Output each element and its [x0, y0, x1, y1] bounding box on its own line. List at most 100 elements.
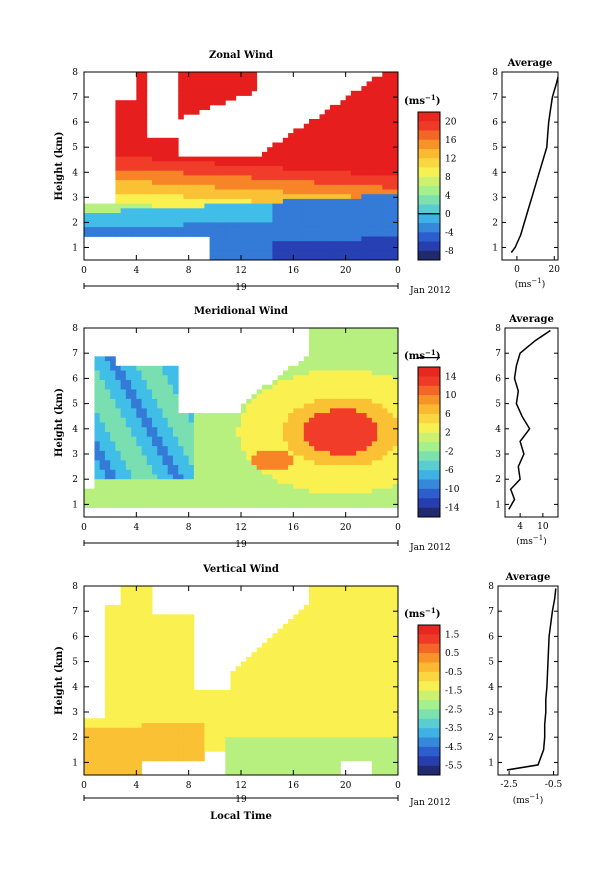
- heatmap-cell: [324, 180, 331, 186]
- heatmap-cell: [335, 328, 341, 334]
- heatmap-cell: [141, 647, 148, 653]
- heatmap-cell: [303, 765, 310, 771]
- heatmap-cell: [329, 332, 336, 338]
- heatmap-cell: [193, 86, 200, 92]
- heatmap-cell: [131, 455, 137, 461]
- heatmap-cell: [288, 375, 294, 381]
- heatmap-cell: [136, 180, 142, 186]
- heatmap-cell: [104, 427, 111, 433]
- heatmap-cell: [309, 356, 315, 362]
- heatmap-cell: [225, 222, 231, 228]
- heatmap-cell: [110, 227, 116, 233]
- heatmap-cell: [324, 231, 331, 237]
- heatmap-cell: [225, 770, 231, 776]
- heatmap-cell: [298, 217, 305, 223]
- heatmap-cell: [157, 737, 163, 743]
- heatmap-cell: [309, 465, 315, 471]
- heatmap-cell: [94, 469, 101, 475]
- heatmap-cell: [345, 446, 352, 452]
- heatmap-cell: [329, 642, 336, 648]
- heatmap-cell: [162, 147, 169, 153]
- heatmap-cell: [188, 699, 195, 705]
- heatmap-cell: [251, 427, 258, 433]
- heatmap-cell: [178, 694, 184, 700]
- heatmap-cell: [335, 502, 341, 508]
- heatmap-cell: [251, 465, 258, 471]
- heatmap-cell: [110, 756, 116, 762]
- heatmap-cell: [392, 180, 399, 186]
- heatmap-cell: [225, 502, 231, 508]
- heatmap-cell: [309, 590, 315, 596]
- heatmap-cell: [382, 436, 388, 442]
- heatmap-cell: [335, 119, 341, 125]
- heatmap-cell: [303, 198, 310, 204]
- heatmap-cell: [314, 328, 320, 334]
- heatmap-cell: [371, 217, 378, 223]
- heatmap-cell: [99, 732, 106, 738]
- heatmap-cell: [314, 346, 320, 353]
- heatmap-cell: [371, 493, 378, 499]
- heatmap-cell: [183, 689, 190, 696]
- heatmap-cell: [282, 708, 289, 714]
- heatmap-cell: [350, 231, 357, 237]
- heatmap-cell: [136, 394, 142, 400]
- heatmap-cell: [162, 637, 169, 644]
- heatmap-cell: [131, 586, 137, 592]
- heatmap-cell: [371, 328, 378, 334]
- heatmap-cell: [387, 436, 394, 442]
- heatmap-cell: [356, 431, 362, 438]
- heatmap-cell: [162, 737, 169, 743]
- heatmap-cell: [220, 708, 226, 714]
- heatmap-cell: [104, 694, 111, 700]
- colorbar-swatch: [418, 176, 440, 187]
- heatmap-cell: [267, 203, 273, 209]
- heatmap-cell: [356, 180, 362, 186]
- heatmap-cell: [392, 431, 399, 438]
- heatmap-cell: [136, 413, 142, 419]
- heatmap-cell: [193, 194, 200, 200]
- heatmap-cell: [251, 203, 258, 209]
- heatmap-cell: [84, 737, 90, 743]
- heatmap-cell: [193, 217, 200, 223]
- heatmap-cell: [214, 465, 221, 471]
- heatmap-cell: [115, 685, 122, 691]
- heatmap-cell: [199, 72, 205, 78]
- heatmap-cell: [136, 123, 142, 129]
- heatmap-cell: [188, 450, 195, 456]
- heatmap-cell: [387, 483, 394, 490]
- heatmap-cell: [172, 746, 179, 752]
- heatmap-cell: [293, 727, 299, 733]
- heatmap-cell: [172, 413, 179, 419]
- heatmap-cell: [340, 422, 347, 428]
- heatmap-cell: [345, 198, 352, 204]
- heatmap-cell: [335, 642, 341, 648]
- heatmap-cell: [314, 737, 320, 743]
- heatmap-cell: [230, 184, 237, 190]
- heatmap-cell: [178, 708, 184, 714]
- heatmap-cell: [136, 619, 142, 625]
- heatmap-cell: [162, 493, 169, 499]
- heatmap-cell: [235, 227, 242, 233]
- heatmap-cell: [146, 619, 153, 625]
- heatmap-cell: [361, 180, 367, 186]
- heatmap-cell: [371, 95, 378, 101]
- heatmap-cell: [366, 213, 373, 219]
- heatmap-cell: [110, 765, 116, 771]
- heatmap-cell: [251, 694, 258, 700]
- heatmap-cell: [335, 375, 341, 381]
- heatmap-cell: [293, 751, 299, 757]
- heatmap-cell: [141, 151, 148, 157]
- heatmap-cell: [193, 718, 200, 724]
- colorbar-swatch: [418, 488, 440, 499]
- heatmap-cell: [382, 346, 388, 353]
- heatmap-cell: [214, 241, 221, 247]
- heatmap-cell: [125, 474, 132, 480]
- heatmap-cell: [235, 90, 242, 96]
- heatmap-cell: [345, 142, 352, 148]
- heatmap-cell: [178, 756, 184, 762]
- heatmap-cell: [377, 95, 383, 101]
- heatmap-cell: [204, 493, 210, 499]
- heatmap-cell: [335, 656, 341, 663]
- heatmap-cell: [178, 675, 184, 681]
- heatmap-cell: [267, 756, 273, 762]
